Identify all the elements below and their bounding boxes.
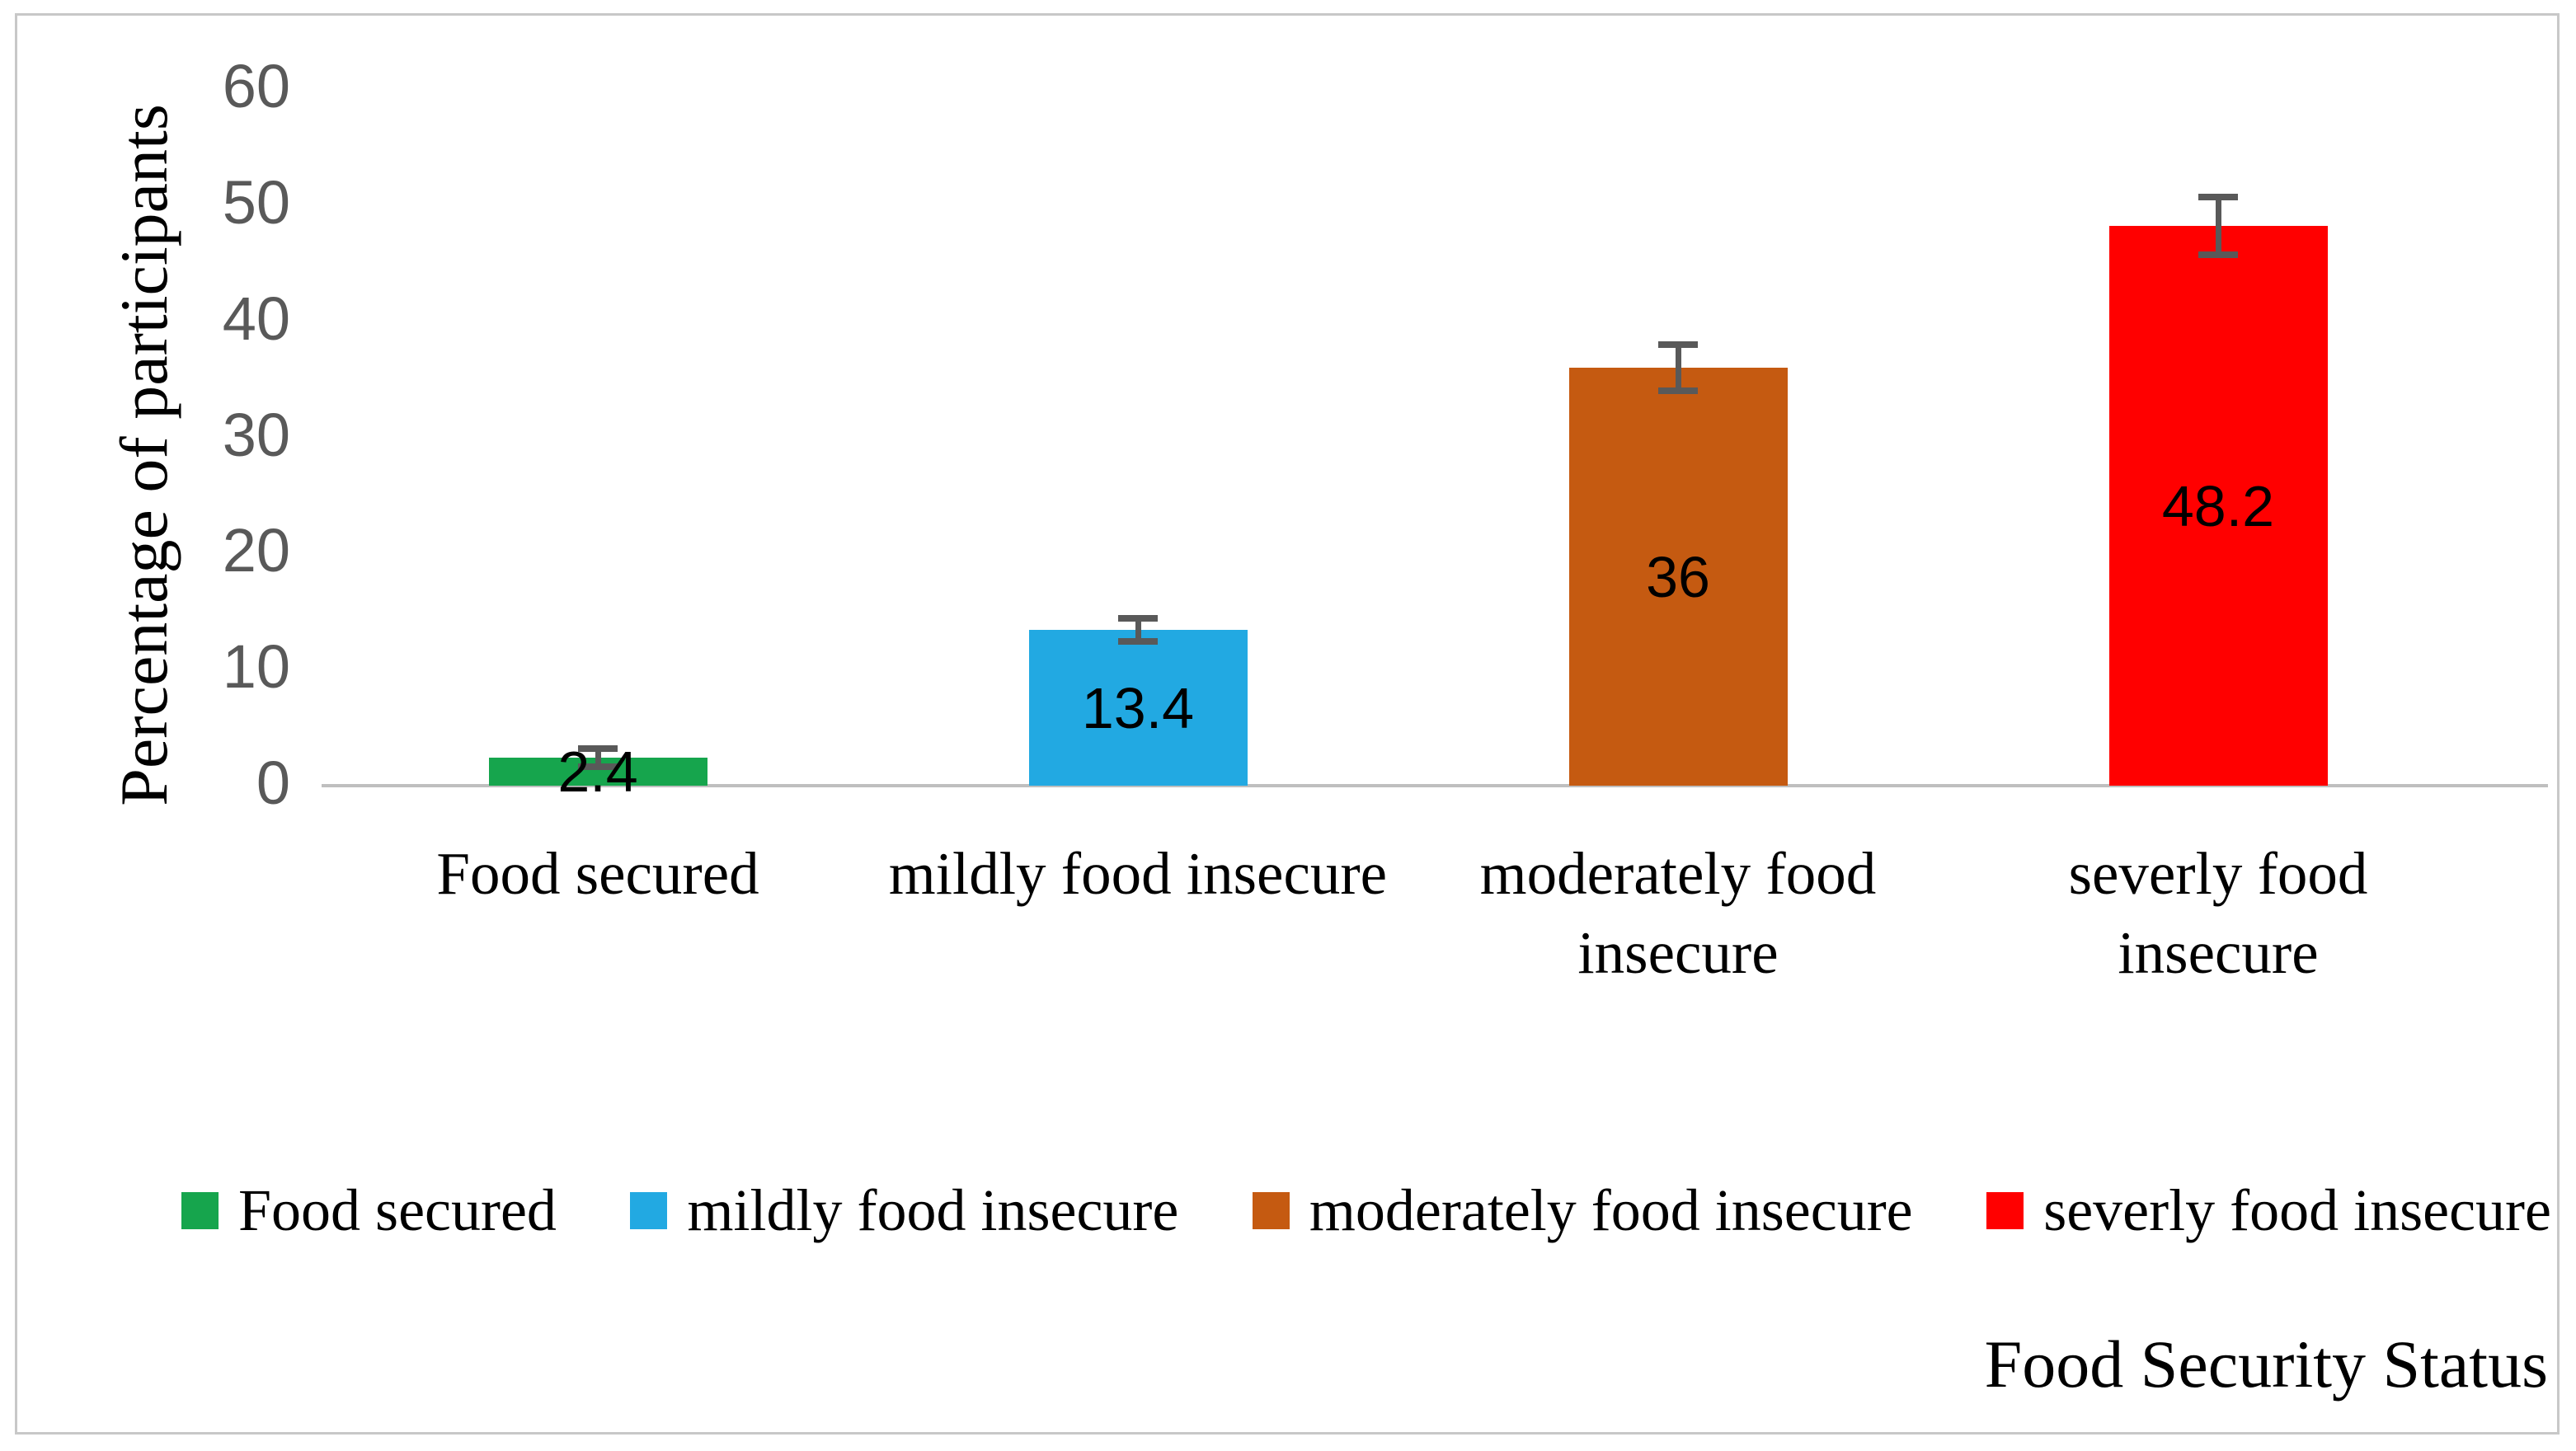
y-tick-label: 30 xyxy=(222,400,290,469)
legend-label: severly food insecure xyxy=(2043,1176,2551,1243)
data-label-moderately-food-insecure: 36 xyxy=(1646,544,1710,609)
error-bar-bottom-cap xyxy=(2198,251,2238,259)
error-bar-bottom-cap xyxy=(1658,387,1698,395)
error-bar-mildly-food-insecure xyxy=(1135,618,1141,642)
error-bar-bottom-cap xyxy=(1118,638,1158,646)
error-bar-top-cap xyxy=(1658,340,1698,348)
y-tick-label: 10 xyxy=(222,632,290,702)
error-bar-severly-food-insecure xyxy=(2215,196,2221,256)
y-tick-label: 20 xyxy=(222,516,290,585)
y-tick-label: 50 xyxy=(222,167,290,237)
category-label-mildly-food-insecure: mildly food insecure xyxy=(888,840,1388,907)
category-label-food-secured: Food secured xyxy=(436,840,759,907)
y-tick-label: 40 xyxy=(222,284,290,353)
error-bar-bottom-cap xyxy=(578,763,618,771)
legend-swatch-icon xyxy=(1986,1191,2024,1229)
legend-swatch-icon xyxy=(1252,1191,1290,1229)
legend-swatch-icon xyxy=(181,1191,219,1229)
error-bar-top-cap xyxy=(2198,193,2238,200)
legend-item-mildly-food-insecure: mildly food insecure xyxy=(630,1176,1178,1245)
legend-label: moderately food insecure xyxy=(1309,1176,1913,1243)
legend-item-food-secured: Food secured xyxy=(181,1176,557,1245)
legend-item-moderately-food-insecure: moderately food insecure xyxy=(1252,1176,1913,1245)
category-label-moderately-food-insecure: moderately food insecure xyxy=(1479,840,1877,986)
category-label-severly-food-insecure: severly food insecure xyxy=(2068,840,2368,986)
x-axis-line xyxy=(322,784,2548,787)
bar-severly-food-insecure xyxy=(2108,226,2328,786)
legend-swatch-icon xyxy=(630,1191,668,1229)
legend-item-severly-food-insecure: severly food insecure xyxy=(1986,1176,2551,1245)
data-label-mildly-food-insecure: 13.4 xyxy=(1081,675,1195,740)
y-tick-label: 0 xyxy=(256,749,290,818)
data-label-food-secured: 2.4 xyxy=(557,740,638,805)
error-bar-top-cap xyxy=(578,744,618,752)
error-bar-moderately-food-insecure xyxy=(1675,344,1681,392)
bar-mildly-food-insecure xyxy=(1028,630,1248,786)
legend-label: mildly food insecure xyxy=(687,1176,1179,1243)
error-bar-top-cap xyxy=(1118,615,1158,622)
y-tick-label: 60 xyxy=(222,52,290,121)
legend: Food secured mildly food insecure moderate… xyxy=(181,1169,2551,1251)
legend-label: Food secured xyxy=(238,1176,557,1243)
bar-moderately-food-insecure xyxy=(1568,368,1788,786)
x-axis-title: Food Security Status xyxy=(1984,1327,2548,1402)
error-bar-food-secured xyxy=(595,748,601,768)
data-label-severly-food-insecure: 48.2 xyxy=(2161,473,2275,538)
